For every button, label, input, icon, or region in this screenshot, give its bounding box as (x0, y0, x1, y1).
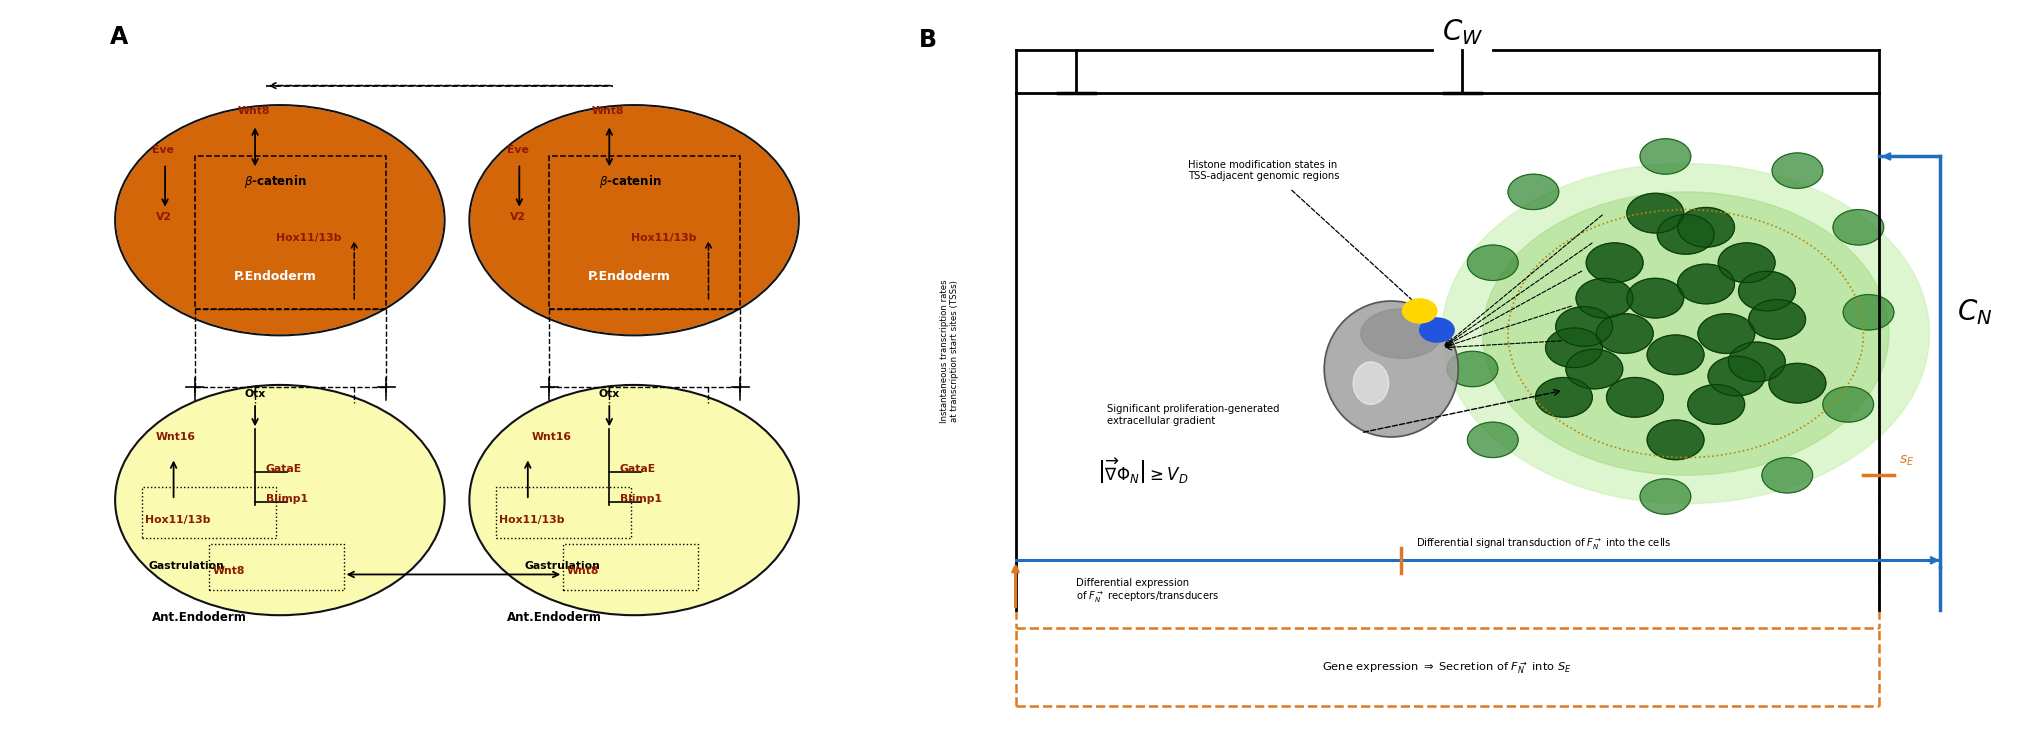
Text: Wnt8: Wnt8 (238, 106, 270, 116)
Circle shape (1466, 245, 1518, 280)
Circle shape (1535, 378, 1592, 417)
Text: Blimp1: Blimp1 (266, 494, 307, 504)
Text: Otx: Otx (599, 390, 619, 399)
Text: Hox11/13b: Hox11/13b (629, 233, 696, 244)
Text: P.Endoderm: P.Endoderm (233, 270, 317, 283)
Ellipse shape (471, 107, 796, 334)
Circle shape (1707, 356, 1764, 396)
Text: Wnt16: Wnt16 (532, 432, 570, 442)
Circle shape (1606, 378, 1663, 417)
Circle shape (1728, 342, 1784, 382)
Bar (548, 156, 741, 308)
Text: Wnt8: Wnt8 (591, 106, 623, 116)
Text: V2: V2 (156, 213, 173, 222)
Ellipse shape (1441, 164, 1928, 503)
Circle shape (1445, 351, 1498, 387)
Text: Hox11/13b: Hox11/13b (146, 515, 211, 525)
Circle shape (1762, 458, 1813, 493)
Circle shape (1466, 422, 1518, 458)
Circle shape (1596, 314, 1652, 354)
Text: Hox11/13b: Hox11/13b (276, 233, 341, 244)
Circle shape (1717, 243, 1774, 283)
Text: Differential expression
of $F_N^{\rightarrow}$ receptors/transducers: Differential expression of $F_N^{\righta… (1076, 578, 1220, 605)
Circle shape (1646, 420, 1703, 460)
Text: $C_N$: $C_N$ (1957, 297, 1991, 327)
Circle shape (1772, 153, 1823, 188)
Text: Ant.Endoderm: Ant.Endoderm (152, 610, 248, 624)
Circle shape (1823, 387, 1874, 422)
Circle shape (1843, 294, 1894, 330)
Circle shape (1677, 264, 1734, 304)
Circle shape (1768, 363, 1825, 403)
Ellipse shape (118, 107, 443, 334)
Text: $C_W$: $C_W$ (1441, 17, 1482, 46)
Text: Wnt8: Wnt8 (566, 567, 599, 576)
Circle shape (1640, 479, 1691, 514)
Text: Blimp1: Blimp1 (619, 494, 662, 504)
Text: $\beta$-catenin: $\beta$-catenin (244, 173, 307, 190)
Text: Significant proliferation-generated
extracellular gradient: Significant proliferation-generated extr… (1106, 404, 1279, 426)
Text: V2: V2 (510, 213, 526, 222)
Bar (195, 156, 386, 308)
Text: Differential signal transduction of $F_N^{\rightarrow}$ into the cells: Differential signal transduction of $F_N… (1415, 537, 1671, 552)
Text: Ant.Endoderm: Ant.Endoderm (505, 610, 601, 624)
Text: Wnt16: Wnt16 (156, 432, 195, 442)
Text: $\left|\overrightarrow{\nabla}\Phi_N\right| \geq V_D$: $\left|\overrightarrow{\nabla}\Phi_N\rig… (1096, 457, 1188, 486)
Text: GataE: GataE (619, 463, 656, 474)
Text: B: B (918, 27, 936, 52)
Text: Otx: Otx (244, 390, 266, 399)
Text: Instantaneous transcription rates
at transcription start sites (TSSs): Instantaneous transcription rates at tra… (940, 280, 958, 423)
Bar (209, 544, 343, 590)
Ellipse shape (471, 387, 796, 613)
Text: P.Endoderm: P.Endoderm (589, 270, 670, 283)
Ellipse shape (1352, 362, 1389, 404)
Text: Gene expression $\Rightarrow$ Secretion of $F_N^{\rightarrow}$ into $S_E$: Gene expression $\Rightarrow$ Secretion … (1322, 661, 1571, 676)
Circle shape (1646, 335, 1703, 375)
Bar (562, 544, 698, 590)
Ellipse shape (1360, 308, 1441, 359)
Text: Hox11/13b: Hox11/13b (499, 515, 564, 525)
Text: $\beta$-catenin: $\beta$-catenin (599, 173, 662, 190)
Bar (495, 486, 629, 537)
Circle shape (1687, 384, 1744, 424)
Ellipse shape (1482, 192, 1888, 475)
Circle shape (1626, 193, 1683, 233)
Circle shape (1506, 174, 1559, 210)
Circle shape (1656, 215, 1713, 254)
Circle shape (1697, 314, 1754, 354)
Ellipse shape (1326, 302, 1458, 436)
Text: Gastrulation: Gastrulation (524, 561, 599, 570)
Circle shape (1545, 328, 1602, 368)
Circle shape (1565, 349, 1622, 389)
Circle shape (1748, 300, 1805, 339)
Text: Wnt8: Wnt8 (213, 567, 246, 576)
Text: A: A (110, 25, 128, 49)
Bar (142, 486, 276, 537)
Circle shape (1419, 318, 1453, 342)
Text: Histone modification states in
TSS-adjacent genomic regions: Histone modification states in TSS-adjac… (1188, 160, 1340, 182)
Circle shape (1833, 210, 1884, 245)
Circle shape (1401, 299, 1437, 323)
Circle shape (1677, 207, 1734, 247)
Circle shape (1738, 272, 1795, 311)
Text: Eve: Eve (152, 145, 175, 155)
Circle shape (1626, 278, 1683, 318)
Text: Eve: Eve (505, 145, 528, 155)
Circle shape (1640, 139, 1691, 174)
Ellipse shape (118, 387, 443, 613)
Circle shape (1575, 278, 1632, 318)
Text: Gastrulation: Gastrulation (148, 561, 225, 570)
Circle shape (1555, 307, 1612, 346)
Circle shape (1585, 243, 1642, 283)
Text: GataE: GataE (266, 463, 302, 474)
Text: $s_E$: $s_E$ (1898, 454, 1914, 469)
